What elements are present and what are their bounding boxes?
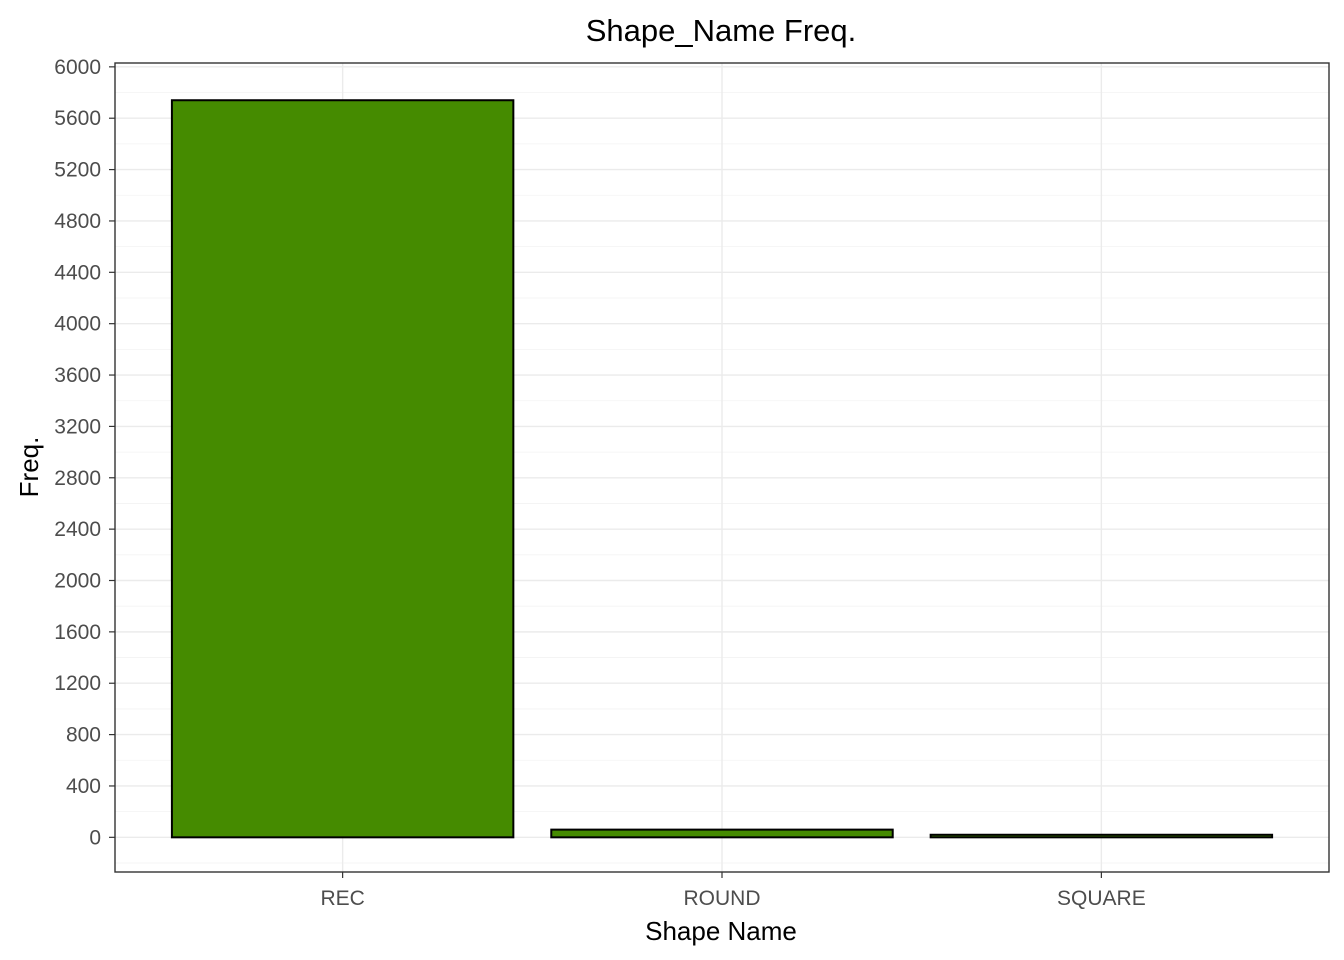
x-tick-label-round: ROUND <box>684 887 761 910</box>
y-tick-label: 3600 <box>54 364 101 387</box>
bar-square <box>929 833 1274 839</box>
y-tick-label: 4400 <box>54 261 101 284</box>
y-tick-label: 1600 <box>54 621 101 644</box>
x-axis: REC ROUND SQUARE <box>320 872 1146 910</box>
y-tick-label: 1200 <box>54 672 101 695</box>
chart-title: Shape_Name Freq. <box>586 13 857 48</box>
y-tick-label: 5600 <box>54 107 101 130</box>
y-tick-label: 3200 <box>54 415 101 438</box>
y-tick-label: 4800 <box>54 210 101 233</box>
x-axis-title: Shape Name <box>645 916 797 946</box>
y-tick-label: 0 <box>89 826 101 849</box>
y-tick-label: 6000 <box>54 56 101 79</box>
bar-round <box>550 828 894 839</box>
y-tick-label: 2000 <box>54 570 101 593</box>
x-tick-label-rec: REC <box>320 887 364 910</box>
x-tick-label-square: SQUARE <box>1057 887 1146 910</box>
bar-rec <box>170 99 515 839</box>
y-tick-label: 2400 <box>54 518 101 541</box>
y-axis-title: Freq. <box>14 437 44 498</box>
bars <box>170 99 1274 839</box>
y-axis: 0 400 800 1200 1600 2000 2400 2800 3200 3600 4000 4… <box>54 56 115 849</box>
y-tick-label: 5200 <box>54 159 101 182</box>
y-tick-label: 800 <box>66 724 101 747</box>
y-tick-label: 2800 <box>54 467 101 490</box>
y-tick-label: 400 <box>66 775 101 798</box>
y-tick-label: 4000 <box>54 313 101 336</box>
